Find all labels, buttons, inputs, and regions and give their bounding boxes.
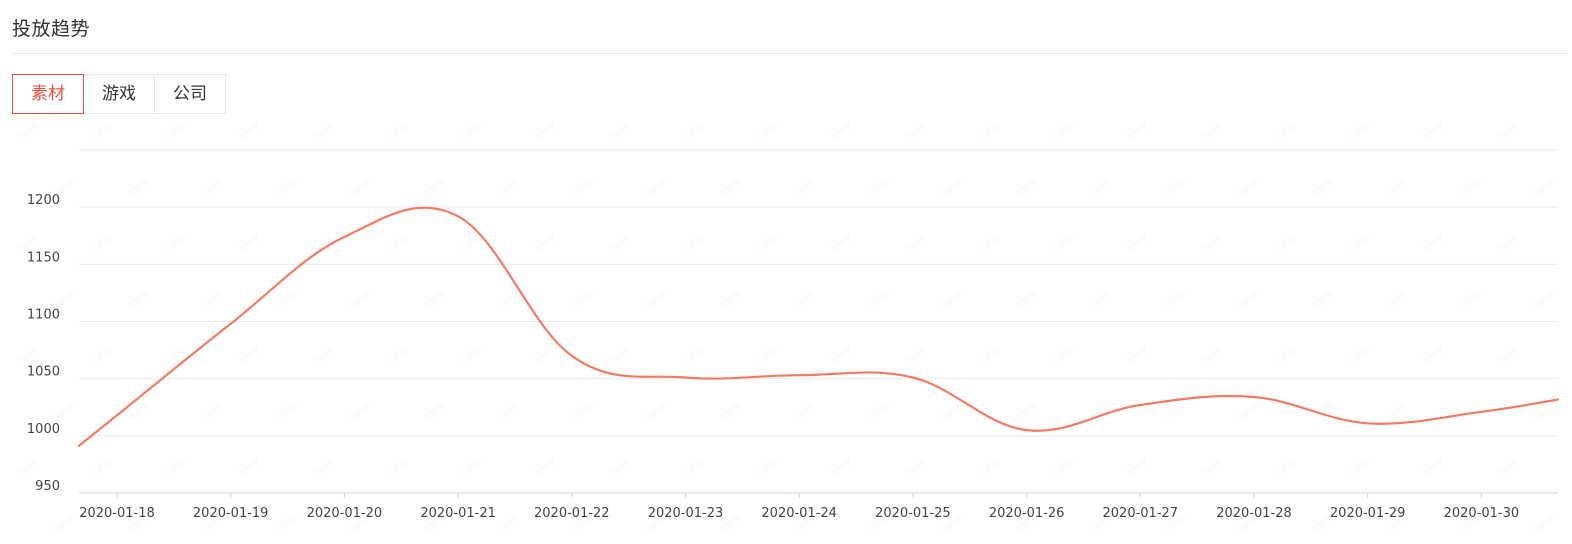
x-tick-label: 2020-01-25 [875,506,951,521]
x-tick-label: 2020-01-19 [193,506,269,521]
x-tick-label: 2020-01-27 [1103,506,1179,521]
tab-bar: 素材 游戏 公司 [12,74,226,114]
data-point [1366,421,1370,425]
x-tick-label: 2020-01-20 [307,506,383,521]
y-tick-label: 1000 [27,422,60,437]
x-tick-label: 2020-01-28 [1216,506,1292,521]
data-point [911,376,915,380]
y-tick-label: 1100 [27,308,60,323]
x-tick-label: 2020-01-21 [420,506,496,521]
x-tick-label: 2020-01-30 [1444,506,1520,521]
y-tick-label: 1050 [27,365,60,380]
x-tick-label: 2020-01-26 [989,506,1065,521]
data-point [456,214,460,218]
data-point [570,354,574,358]
data-point [1025,428,1029,432]
y-tick-label: 1150 [27,250,60,265]
data-point [1138,403,1142,407]
x-tick-label: 2020-01-18 [79,506,155,521]
x-tick-label: 2020-01-24 [761,506,837,521]
section-title: 投放趋势 [12,18,91,40]
series-line [77,206,1560,447]
tab-company[interactable]: 公司 [154,74,226,114]
data-point [1252,395,1256,399]
x-tick-label: 2020-01-23 [648,506,724,521]
data-point [1479,410,1483,414]
tab-material[interactable]: 素材 [12,74,84,114]
x-tick-label: 2020-01-22 [534,506,610,521]
y-tick-label: 1200 [27,193,60,208]
data-point [684,376,688,380]
tab-game[interactable]: 游戏 [83,74,155,114]
y-tick-label: 950 [35,479,60,494]
data-point [342,235,346,239]
divider [12,53,1568,54]
data-point [797,373,801,377]
data-point [115,413,119,417]
data-point [229,322,233,326]
x-tick-label: 2020-01-29 [1330,506,1406,521]
